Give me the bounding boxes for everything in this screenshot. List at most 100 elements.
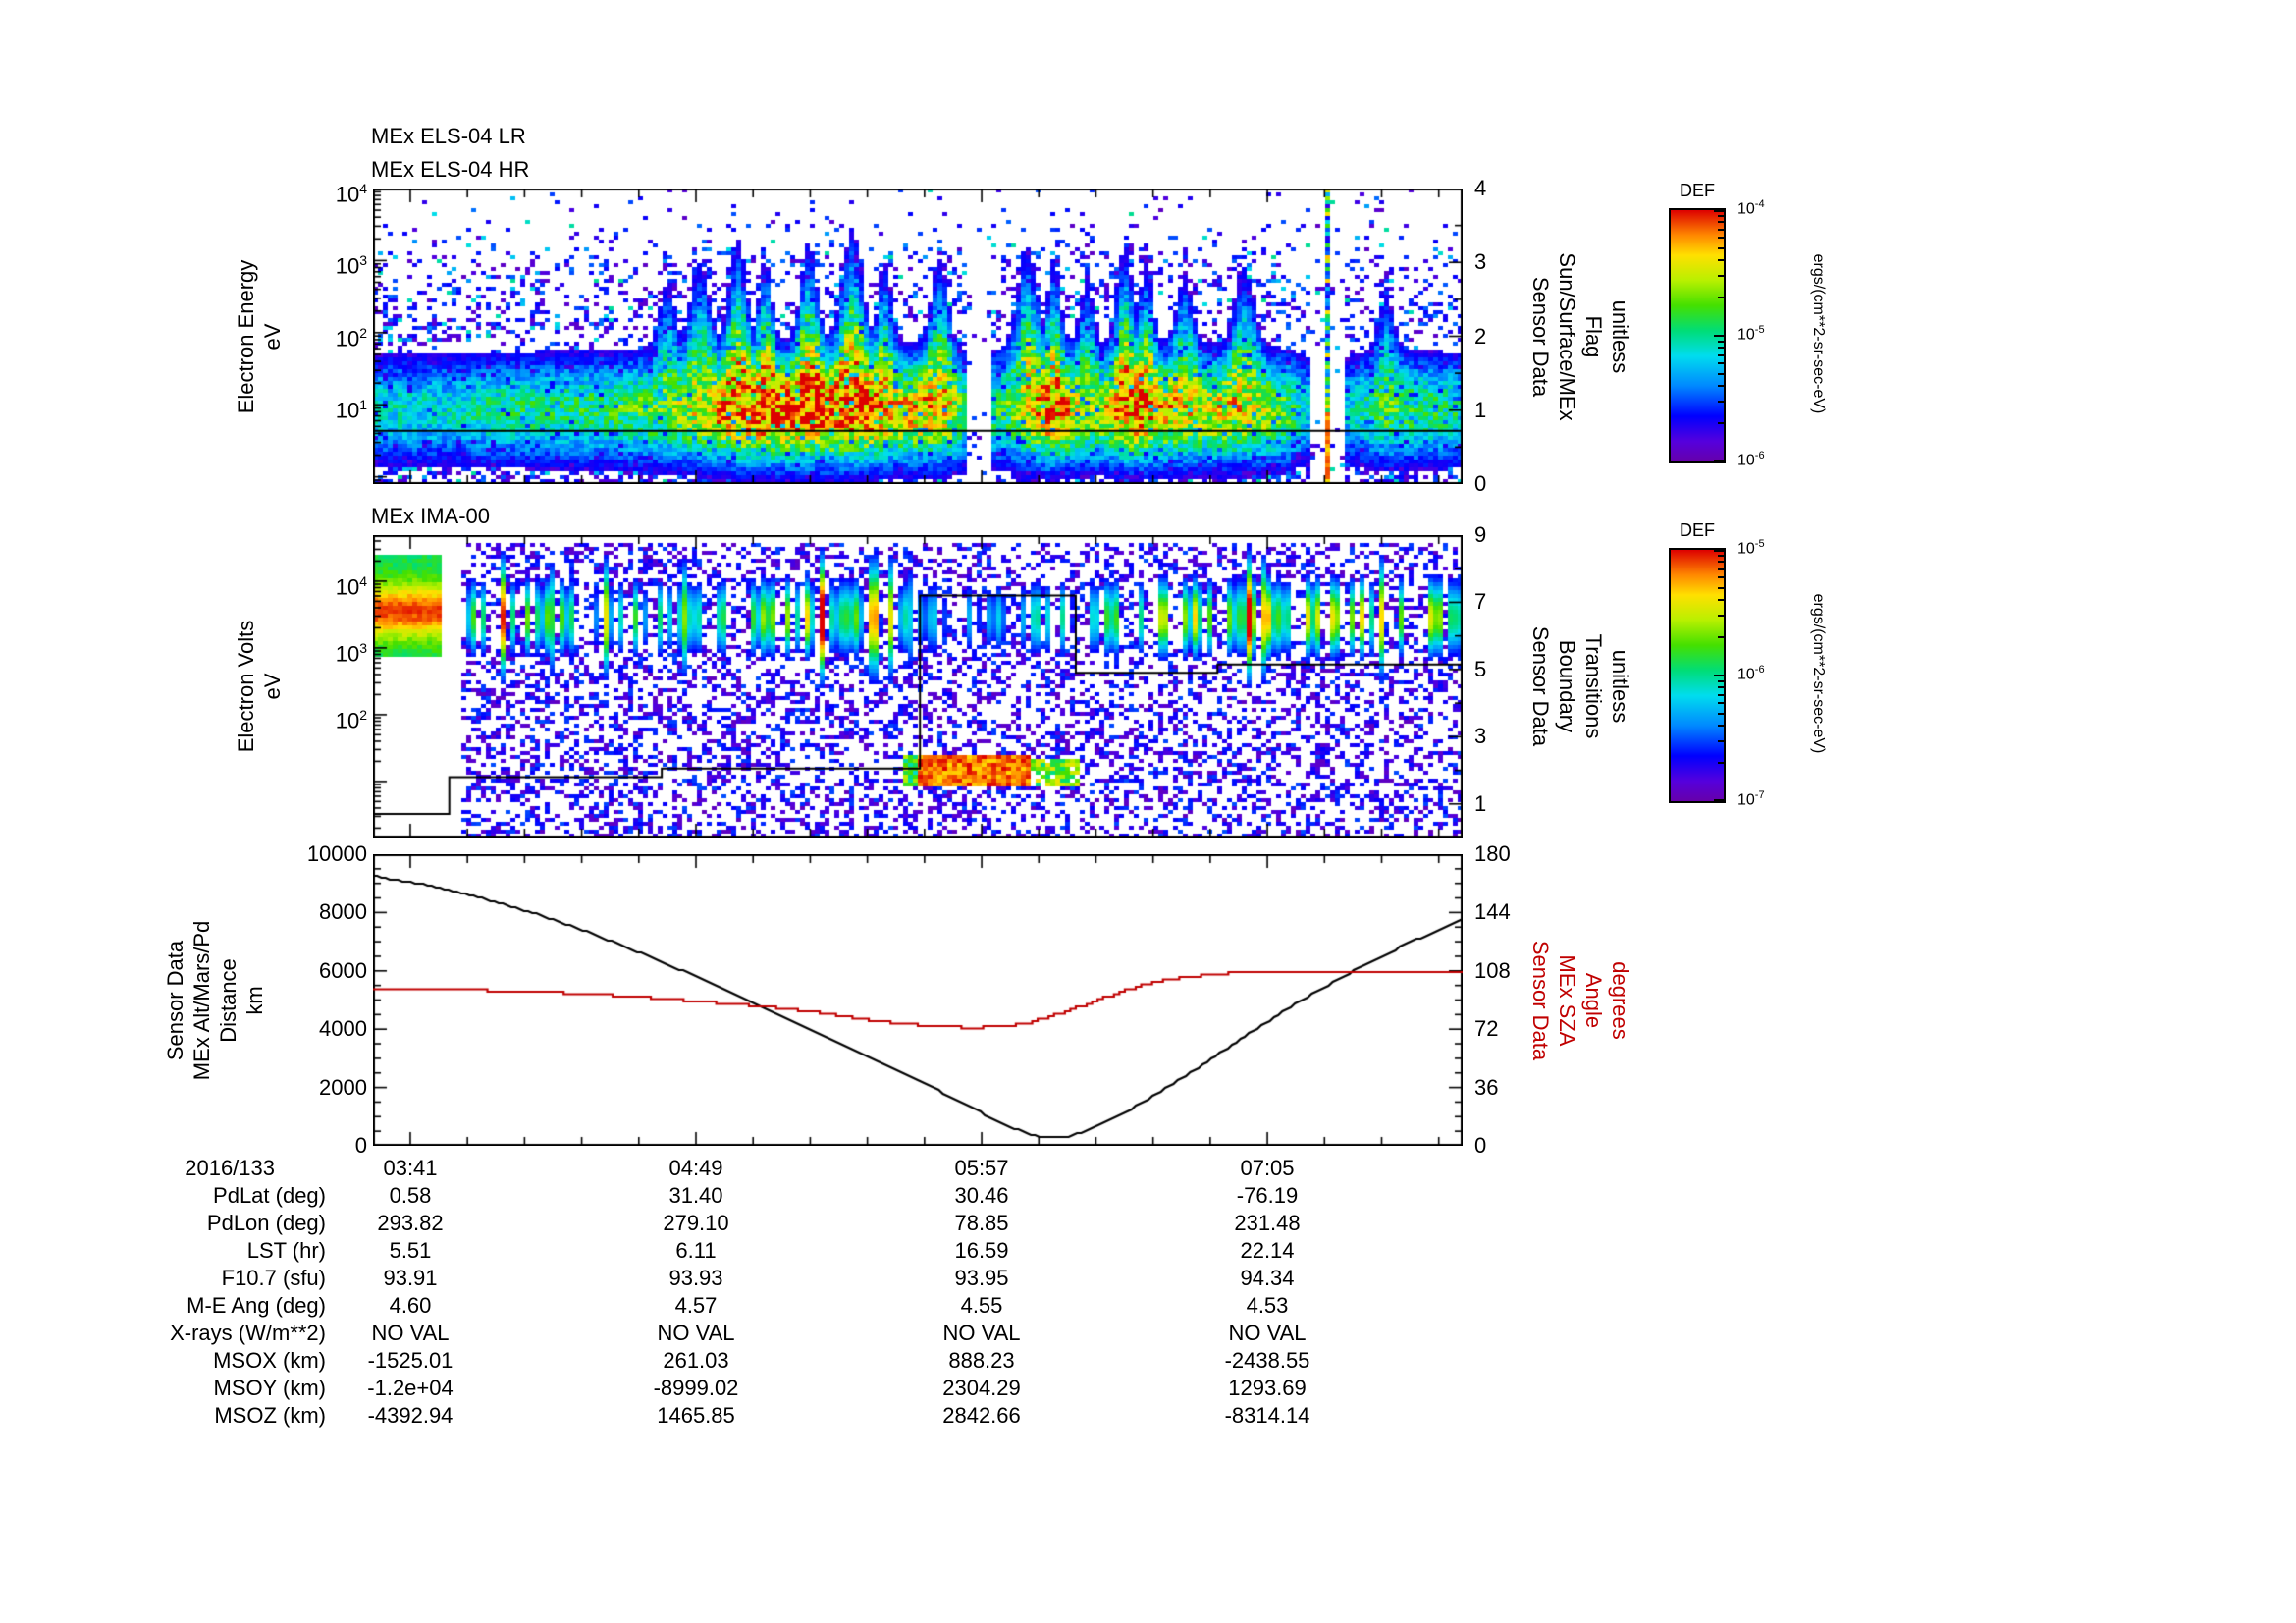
table-cell: 4.55 [960, 1293, 1003, 1318]
els-flag-tick-label: 0 [1474, 471, 1487, 496]
els-flag-tick-label: 2 [1474, 323, 1487, 349]
sza-tick-label: 36 [1474, 1074, 1499, 1100]
table-cell: 2842.66 [942, 1403, 1021, 1428]
colorbar-major-tick [1714, 210, 1724, 212]
colorbar-minor-tick [1718, 246, 1724, 249]
colorbar-units-label: ergs/(cm**2-sr-sec-eV) [1810, 593, 1827, 754]
colorbar-minor-tick [1718, 554, 1724, 557]
altitude-tick-label: 0 [354, 1133, 367, 1158]
altitude-tick-label: 8000 [319, 899, 367, 925]
table-row-label: MSOY (km) [213, 1376, 326, 1400]
colorbar-minor-tick [1718, 686, 1724, 689]
colorbar-minor-tick [1718, 422, 1724, 425]
colorbar-minor-tick [1718, 739, 1724, 742]
ima-y-tick-label: 104 [335, 572, 367, 600]
els-flag-tick-label: 1 [1474, 397, 1487, 422]
table-cell: 22.14 [1240, 1238, 1295, 1263]
ima-boundary-tick-label: 5 [1474, 656, 1487, 681]
colorbar-minor-tick [1718, 693, 1724, 696]
table-cell: -8999.02 [653, 1376, 739, 1400]
colorbar-minor-tick [1718, 679, 1724, 682]
colorbar-tick-label: 10-4 [1737, 198, 1765, 218]
els-spectrogram-canvas [373, 189, 1463, 484]
altitude-sza-chart-canvas [373, 854, 1463, 1146]
colorbar-tick-label: 10-6 [1737, 664, 1765, 683]
colorbar-minor-tick [1718, 297, 1724, 299]
table-row-label: PdLat (deg) [213, 1183, 326, 1208]
table-cell: 0.58 [389, 1183, 432, 1208]
colorbar-minor-tick [1718, 362, 1724, 365]
colorbar-minor-tick [1718, 762, 1724, 765]
table-row-label: LST (hr) [246, 1238, 326, 1263]
table-cell: 07:05 [1240, 1156, 1295, 1180]
colorbar-minor-tick [1718, 340, 1724, 343]
table-cell: -1.2e+04 [367, 1376, 454, 1400]
colorbar-1-title: DEF [1680, 181, 1715, 200]
colorbar-minor-tick [1718, 221, 1724, 224]
table-row-label: MSOZ (km) [214, 1403, 326, 1428]
table-row-label: F10.7 (sfu) [221, 1266, 326, 1290]
table-cell: 05:57 [954, 1156, 1009, 1180]
colorbar-minor-tick [1718, 214, 1724, 217]
table-cell: 293.82 [377, 1211, 444, 1235]
table-cell: -4392.94 [367, 1403, 454, 1428]
els-y-tick-label: 103 [335, 252, 367, 279]
ima-title: MEx IMA-00 [371, 504, 491, 528]
els-y-tick-label: 102 [335, 324, 367, 352]
colorbar-2-title: DEF [1680, 520, 1715, 540]
table-cell: 93.91 [383, 1266, 438, 1290]
table-cell: 231.48 [1234, 1211, 1301, 1235]
colorbar-minor-tick [1718, 258, 1724, 261]
colorbar-minor-tick [1718, 598, 1724, 601]
colorbar-minor-tick [1718, 586, 1724, 589]
colorbar-minor-tick [1718, 347, 1724, 350]
colorbar-minor-tick [1718, 400, 1724, 403]
colorbar-minor-tick [1718, 712, 1724, 715]
els-title-lr: MEx ELS-04 LR [371, 124, 526, 148]
table-cell: 5.51 [389, 1238, 432, 1263]
table-cell: 1465.85 [657, 1403, 735, 1428]
table-cell: 93.93 [668, 1266, 723, 1290]
ima-boundary-tick-label: 3 [1474, 724, 1487, 749]
table-cell: NO VAL [657, 1321, 735, 1345]
table-cell: 03:41 [383, 1156, 438, 1180]
sza-tick-label: 180 [1474, 841, 1511, 866]
table-cell: 6.11 [675, 1238, 717, 1263]
table-cell: NO VAL [1228, 1321, 1307, 1345]
altitude-tick-label: 6000 [319, 957, 367, 983]
table-cell: NO VAL [371, 1321, 450, 1345]
table-cell: -8314.14 [1224, 1403, 1310, 1428]
altitude-tick-label: 10000 [306, 841, 367, 866]
colorbar-minor-tick [1718, 561, 1724, 564]
colorbar-tick-label: 10-5 [1737, 324, 1765, 344]
colorbar-minor-tick [1718, 353, 1724, 356]
table-cell: 4.53 [1246, 1293, 1289, 1318]
colorbar-major-tick [1714, 550, 1724, 552]
colorbar-minor-tick [1718, 384, 1724, 387]
table-cell: 4.57 [674, 1293, 718, 1318]
table-cell: -2438.55 [1224, 1348, 1310, 1373]
table-cell: 4.60 [389, 1293, 432, 1318]
sza-tick-label: 72 [1474, 1016, 1499, 1042]
colorbar-major-tick [1714, 675, 1724, 676]
els-title-hr: MEx ELS-04 HR [371, 157, 530, 182]
ima-boundary-tick-label: 1 [1474, 790, 1487, 816]
table-cell: 2304.29 [942, 1376, 1021, 1400]
colorbar-minor-tick [1718, 724, 1724, 727]
table-row-label: M-E Ang (deg) [187, 1293, 326, 1318]
els-flag-tick-label: 3 [1474, 249, 1487, 275]
colorbar-minor-tick [1718, 614, 1724, 617]
colorbar-minor-tick [1718, 702, 1724, 705]
colorbar-tick-label: 10-6 [1737, 450, 1765, 469]
sza-tick-label: 144 [1474, 899, 1511, 925]
ima-boundary-tick-label: 9 [1474, 522, 1487, 547]
colorbar-tick-label: 10-5 [1737, 538, 1765, 558]
table-row-label: 2016/133 [185, 1156, 275, 1180]
altitude-tick-label: 2000 [319, 1074, 367, 1100]
colorbar-major-tick [1714, 460, 1724, 461]
table-cell: 04:49 [668, 1156, 723, 1180]
table-row-label: MSOX (km) [213, 1348, 326, 1373]
ima-spectrogram-canvas [373, 535, 1463, 838]
colorbar-minor-tick [1718, 576, 1724, 579]
table-cell: 1293.69 [1228, 1376, 1307, 1400]
